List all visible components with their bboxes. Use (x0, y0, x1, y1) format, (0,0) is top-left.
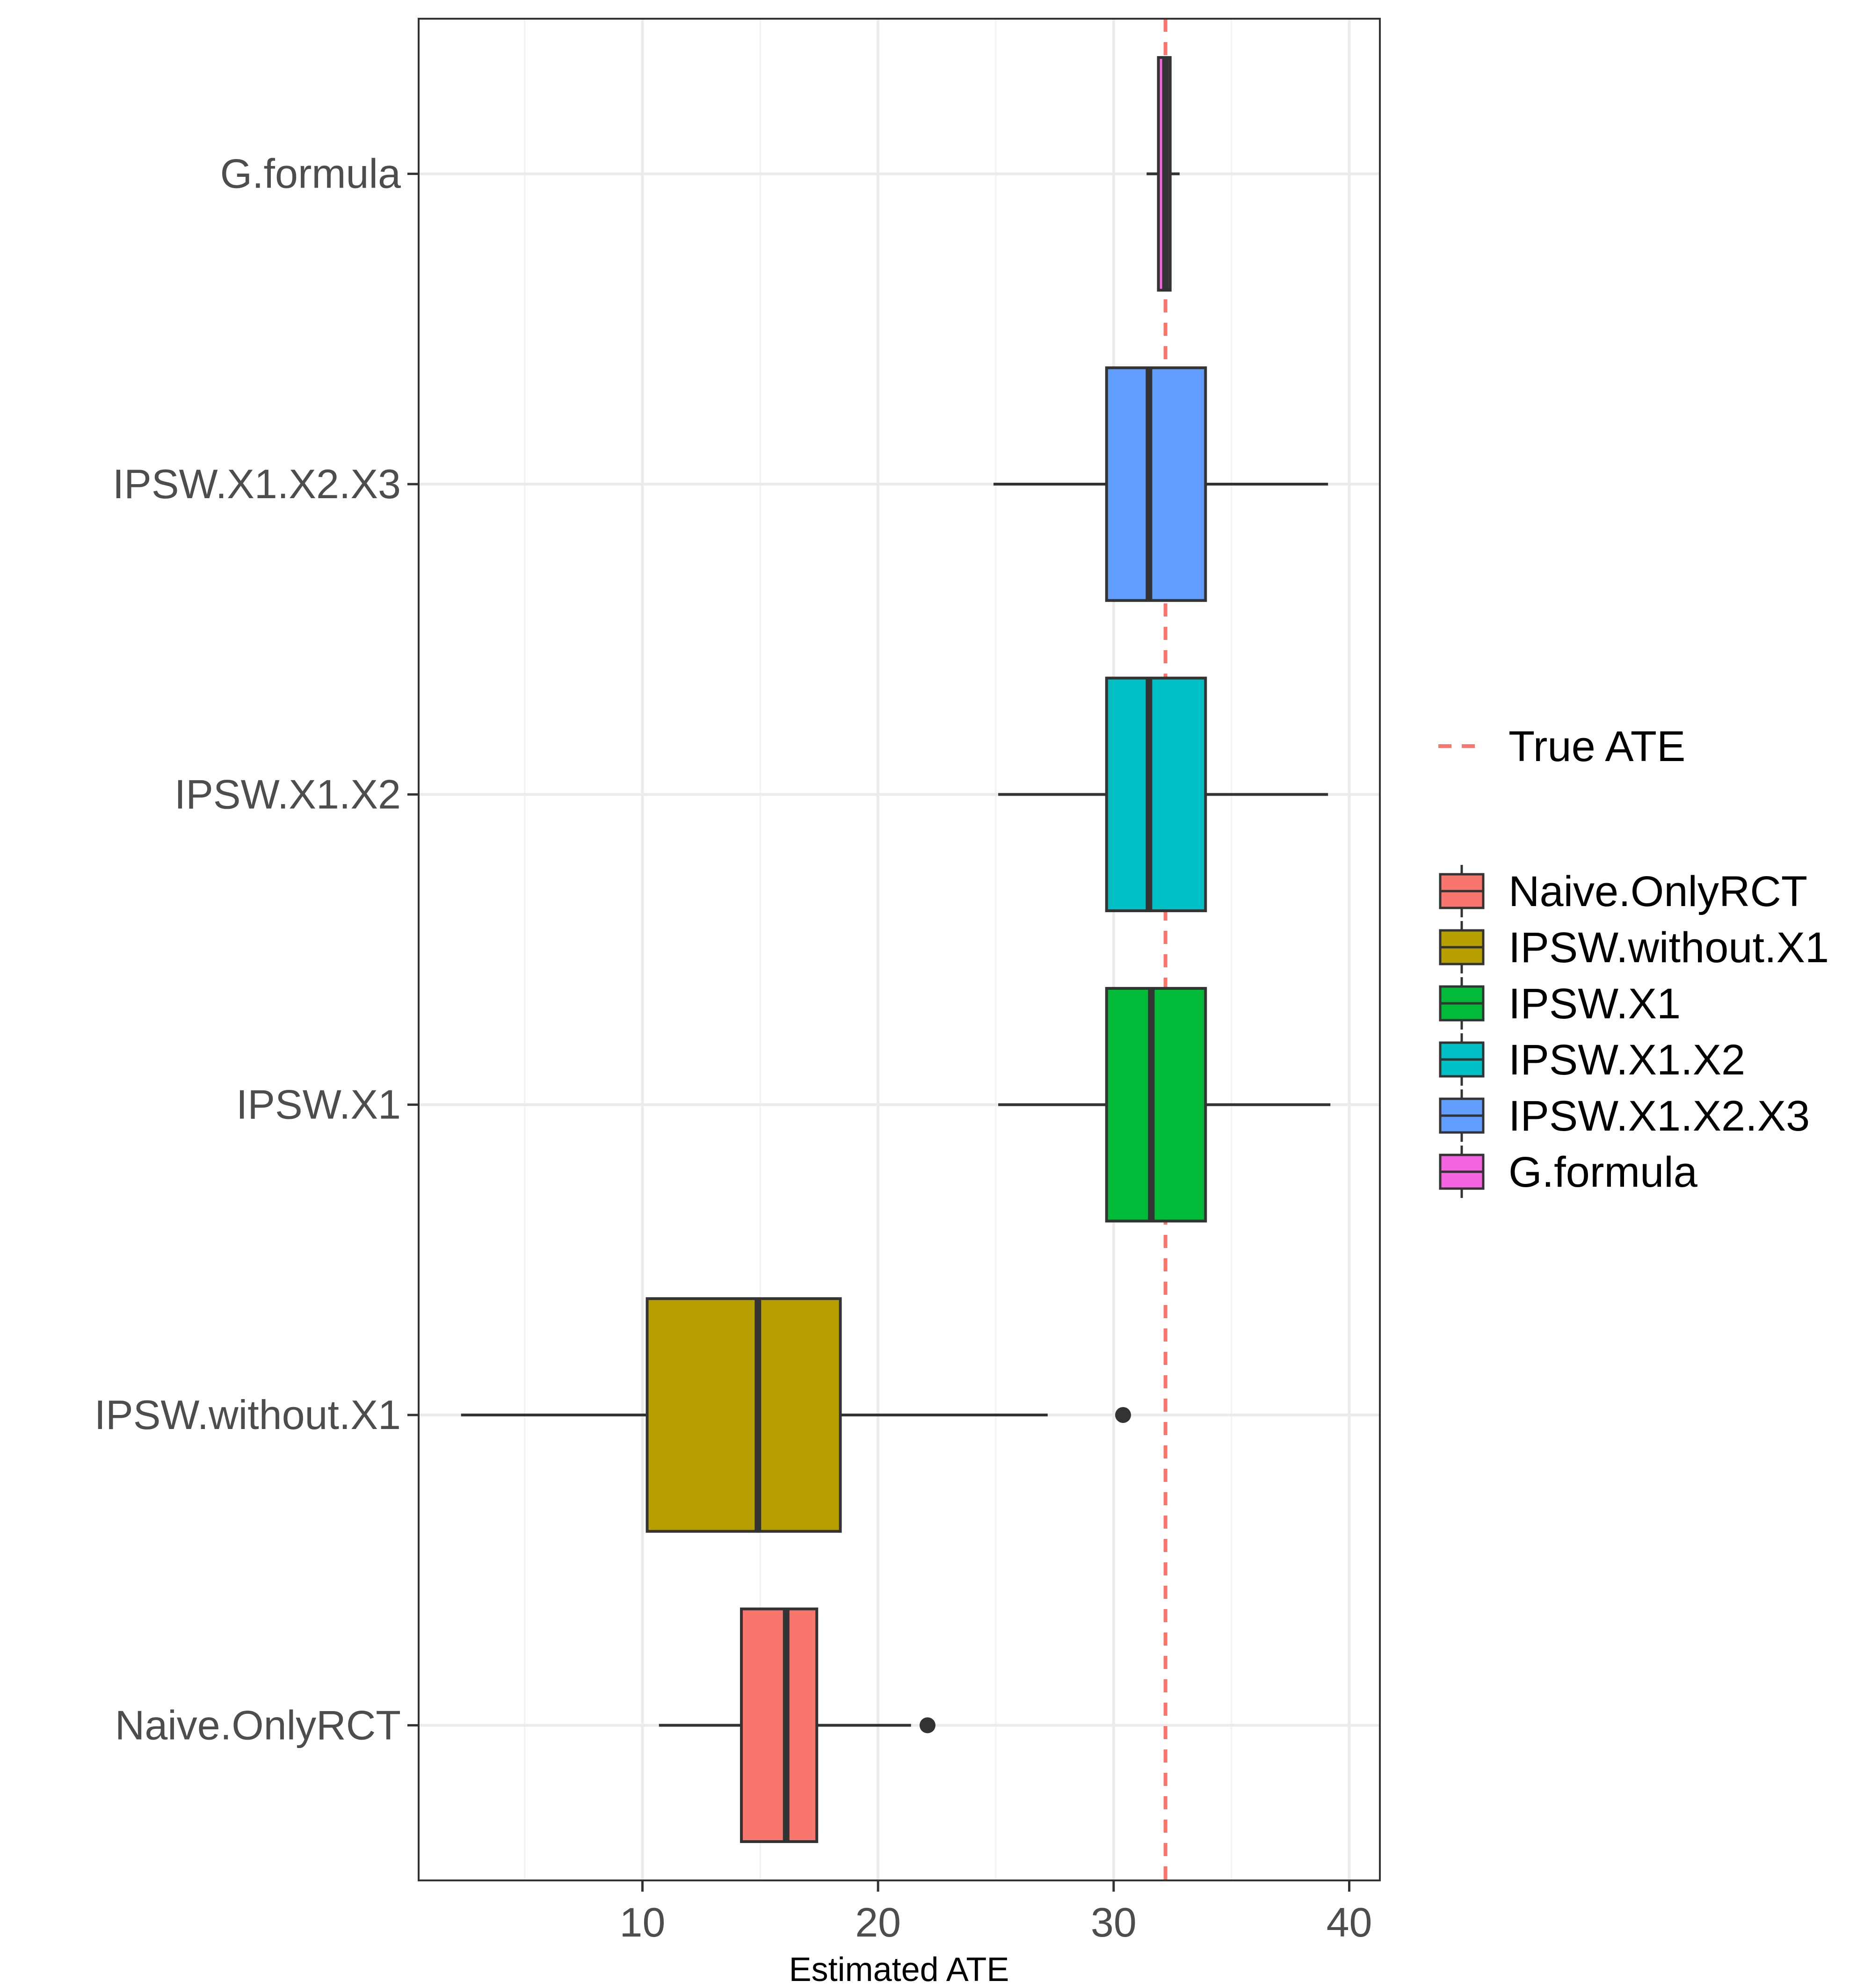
legend-label: IPSW.without.X1 (1508, 924, 1829, 972)
legend-label: IPSW.X1.X2 (1508, 1036, 1745, 1084)
box-iqr (740, 1607, 819, 1843)
y-tick-label: G.formula (220, 151, 401, 197)
x-axis-title: Estimated ATE (789, 1951, 1009, 1988)
box-IPSW.X1.X2 (998, 676, 1328, 913)
box-IPSW.X1.X2.X3 (993, 366, 1328, 602)
y-tick-label: Naive.OnlyRCT (115, 1702, 401, 1748)
box-Naive.OnlyRCT (659, 1607, 936, 1843)
y-tick-label: IPSW.X1 (236, 1081, 401, 1128)
y-tick-label: IPSW.without.X1 (94, 1392, 401, 1438)
x-tick-label: 30 (1091, 1899, 1137, 1945)
box-series (461, 56, 1331, 1843)
legend-label: IPSW.X1.X2.X3 (1508, 1092, 1810, 1140)
x-tick-label: 40 (1327, 1899, 1372, 1945)
legend-label: Naive.OnlyRCT (1508, 868, 1807, 915)
legend-label: IPSW.X1 (1508, 980, 1681, 1028)
outlier-point (1115, 1407, 1131, 1423)
box-iqr (1105, 366, 1207, 602)
box-IPSW.without.X1 (461, 1297, 1131, 1533)
x-axis: 10 20 30 40 (620, 1880, 1372, 1945)
outlier-point (919, 1717, 936, 1734)
legend-label: G.formula (1508, 1148, 1698, 1196)
box-iqr (645, 1297, 842, 1533)
y-tick-label: IPSW.X1.X2.X3 (113, 461, 401, 507)
x-tick-label: 10 (620, 1899, 666, 1945)
box-iqr (1105, 987, 1207, 1223)
box-iqr (1105, 676, 1207, 913)
y-tick-label: IPSW.X1.X2 (174, 771, 401, 817)
box-G.formula (1146, 56, 1180, 292)
y-axis: Naive.OnlyRCT IPSW.without.X1 IPSW.X1 IPSW.… (94, 151, 419, 1748)
legend: True ATE Naive.OnlyRCT IPSW.without.X1 IPSW… (1438, 723, 1829, 1198)
plot-panel-border (418, 18, 1381, 1881)
x-tick-label: 20 (855, 1899, 901, 1945)
box-IPSW.X1 (998, 987, 1331, 1223)
legend-label-true-ate: True ATE (1508, 723, 1685, 770)
